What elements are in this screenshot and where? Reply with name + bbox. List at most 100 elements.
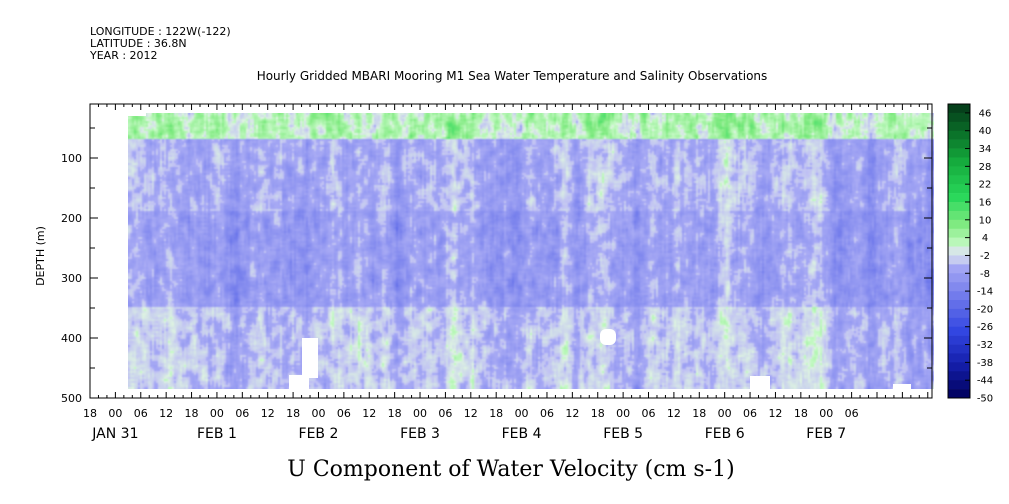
colorbar-segment xyxy=(948,335,970,345)
x-tick-label: 00 xyxy=(311,407,325,420)
x-tick-label: 18 xyxy=(83,407,97,420)
colorbar-label: 4 xyxy=(982,233,988,244)
colorbar-segment xyxy=(948,184,970,194)
x-tick-label: 00 xyxy=(819,407,833,420)
x-tick-label: 12 xyxy=(667,407,681,420)
missing-patch xyxy=(302,338,318,378)
colorbar-segment xyxy=(948,139,970,149)
x-tick-label: 18 xyxy=(388,407,402,420)
day-label: FEB 5 xyxy=(603,426,643,442)
day-labels: JAN 31 FEB 1 FEB 2 FEB 3 FEB 4 FEB 5 FEB 6 FEB … xyxy=(91,426,846,442)
x-tick-label: 00 xyxy=(718,407,732,420)
colorbar-segment xyxy=(948,246,970,256)
y-tick-label: 300 xyxy=(61,272,82,285)
colorbar-label: -38 xyxy=(977,358,993,369)
day-label: FEB 1 xyxy=(197,426,237,442)
plot-area xyxy=(89,103,934,399)
x-tick-label: 06 xyxy=(743,407,757,420)
colorbar-segment xyxy=(948,371,970,381)
day-label: FEB 4 xyxy=(502,426,542,442)
y-axis-label: DEPTH (m) xyxy=(34,226,47,286)
x-tick-label: 12 xyxy=(261,407,275,420)
colorbar-segment xyxy=(948,148,970,158)
x-tick-label: 00 xyxy=(108,407,122,420)
x-tick-labels: 18 00 06 12 18 00 06 12 18 00 06 12 18 00 06 12 18 00 06 12… xyxy=(83,407,859,420)
y-tick-labels: 100 200 300 400 500 xyxy=(61,152,82,405)
colorbar-segment xyxy=(948,282,970,292)
day-label: FEB 6 xyxy=(705,426,745,442)
colorbar-label: 22 xyxy=(979,180,992,191)
colorbar-segment xyxy=(948,237,970,247)
x-tick-label: 06 xyxy=(642,407,656,420)
colorbar-segment xyxy=(948,228,970,238)
x-tick-label: 12 xyxy=(362,407,376,420)
x-tick-label: 00 xyxy=(413,407,427,420)
missing-patch xyxy=(893,384,911,390)
colorbar-segment xyxy=(948,210,970,221)
x-tick-label: 18 xyxy=(794,407,808,420)
colorbar-label: -26 xyxy=(977,322,993,333)
colorbar-segment xyxy=(948,157,970,167)
heatmap-image xyxy=(128,113,934,389)
x-tick-label: 12 xyxy=(159,407,173,420)
colorbar-segment xyxy=(948,104,970,114)
colorbar-segment xyxy=(948,300,970,310)
x-tick-label: 00 xyxy=(210,407,224,420)
colorbar-segment xyxy=(948,308,970,319)
colorbar-frame xyxy=(947,103,971,399)
x-tick-label: 06 xyxy=(337,407,351,420)
x-tick-label: 18 xyxy=(185,407,199,420)
colorbar-label: -32 xyxy=(977,340,993,351)
x-tick-label: 06 xyxy=(845,407,859,420)
colorbar-segment xyxy=(948,219,970,230)
latitude-label: LATITUDE : 36.8N xyxy=(90,37,187,50)
chart-title: Hourly Gridded MBARI Mooring M1 Sea Wate… xyxy=(257,69,768,83)
longitude-label: LONGITUDE : 122W(-122) xyxy=(90,25,231,38)
colorbar-segment xyxy=(948,389,970,399)
x-tick-label: 12 xyxy=(464,407,478,420)
colorbar-segment xyxy=(948,121,970,132)
colorbar-segment xyxy=(948,202,970,212)
colorbar-segment xyxy=(948,112,970,123)
colorbar-segment xyxy=(948,175,970,185)
colorbar-label: 34 xyxy=(979,144,992,155)
y-tick-label: 200 xyxy=(61,212,82,225)
day-label: FEB 2 xyxy=(299,426,339,442)
colorbar-label: -14 xyxy=(977,287,993,298)
colorbar-label: 16 xyxy=(979,198,992,209)
x-tick-label: 18 xyxy=(591,407,605,420)
y-tick-label: 500 xyxy=(61,392,82,405)
colorbar: 46 40 34 28 22 16 10 4 -2 -8 -14 -20 -26 -32 -38 -44 -50 xyxy=(947,103,993,405)
day-label: FEB 7 xyxy=(806,426,846,442)
colorbar-label: -8 xyxy=(980,269,990,280)
x-tick-label: 12 xyxy=(768,407,782,420)
colorbar-segment xyxy=(948,166,970,176)
colorbar-label: 10 xyxy=(979,215,992,226)
x-tick-label: 00 xyxy=(616,407,630,420)
colorbar-segment xyxy=(948,255,970,265)
x-tick-label: 06 xyxy=(438,407,452,420)
x-tick-label: 18 xyxy=(692,407,706,420)
x-tick-label: 06 xyxy=(540,407,554,420)
colorbar-segment xyxy=(948,130,970,140)
colorbar-segment xyxy=(948,193,970,203)
missing-patch xyxy=(600,329,616,345)
x-tick-label: 00 xyxy=(515,407,529,420)
x-tick-label: 18 xyxy=(286,407,300,420)
x-tick-label: 12 xyxy=(565,407,579,420)
colorbar-label: -50 xyxy=(977,394,993,405)
x-tick-label: 06 xyxy=(134,407,148,420)
colorbar-segment xyxy=(948,326,970,336)
variable-title: U Component of Water Velocity (cm s-1) xyxy=(287,457,734,482)
day-label: JAN 31 xyxy=(91,426,138,442)
colorbar-label: 46 xyxy=(979,108,992,119)
colorbar-label: -2 xyxy=(980,251,990,262)
colorbar-label: -20 xyxy=(977,304,993,315)
missing-patch xyxy=(750,376,770,389)
colorbar-segment xyxy=(948,353,970,363)
day-label: FEB 3 xyxy=(400,426,440,442)
colorbar-label: 40 xyxy=(979,126,992,137)
missing-patch xyxy=(128,113,146,116)
missing-patch xyxy=(289,375,309,389)
